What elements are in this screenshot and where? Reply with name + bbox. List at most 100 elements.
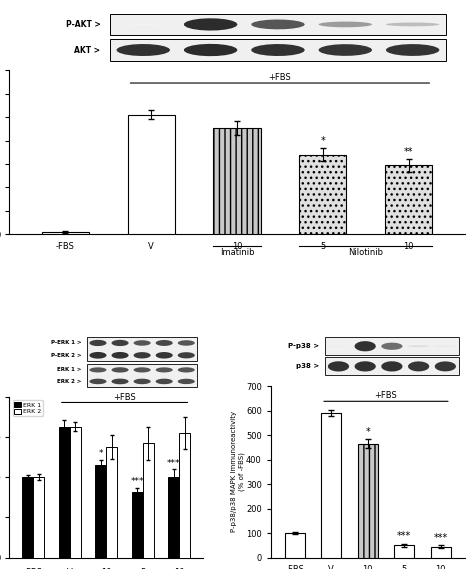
Bar — [106, 447, 117, 558]
Bar — [168, 477, 179, 558]
Bar — [358, 444, 378, 558]
Text: 10: 10 — [174, 568, 184, 569]
Polygon shape — [178, 368, 195, 373]
Polygon shape — [178, 340, 195, 346]
Polygon shape — [184, 44, 237, 56]
Text: ***: *** — [167, 459, 181, 468]
Polygon shape — [408, 361, 429, 372]
Bar — [87, 364, 197, 387]
Text: P-p38 >: P-p38 > — [288, 343, 319, 349]
Text: +FBS: +FBS — [113, 393, 136, 402]
Text: 10: 10 — [101, 568, 111, 569]
Bar — [95, 465, 106, 558]
Polygon shape — [435, 345, 456, 347]
Text: P-AKT >: P-AKT > — [66, 20, 100, 29]
Polygon shape — [90, 352, 107, 358]
Polygon shape — [111, 367, 128, 373]
Bar — [385, 165, 432, 234]
Polygon shape — [328, 361, 349, 372]
Text: Nilotinib: Nilotinib — [348, 248, 383, 257]
Polygon shape — [251, 19, 305, 30]
Bar — [325, 337, 459, 355]
Polygon shape — [155, 352, 173, 358]
Bar — [325, 357, 459, 376]
Polygon shape — [408, 345, 429, 347]
Text: ***: *** — [131, 477, 144, 486]
Bar — [109, 39, 447, 60]
Text: 5: 5 — [320, 242, 326, 251]
Polygon shape — [111, 352, 128, 358]
Text: ERK 1 >: ERK 1 > — [57, 368, 81, 372]
Polygon shape — [134, 368, 151, 373]
Text: *: * — [365, 427, 370, 437]
Text: 10: 10 — [436, 566, 446, 569]
Text: *: * — [99, 449, 103, 458]
Bar — [109, 14, 447, 35]
Text: ERK 2 >: ERK 2 > — [57, 379, 81, 384]
Polygon shape — [155, 340, 173, 346]
Text: p38 >: p38 > — [296, 364, 319, 369]
Polygon shape — [386, 23, 439, 26]
Bar — [132, 492, 143, 558]
Polygon shape — [90, 378, 107, 384]
Polygon shape — [319, 22, 372, 27]
Polygon shape — [134, 378, 151, 384]
Legend: ERK 1, ERK 2: ERK 1, ERK 2 — [13, 400, 43, 416]
Text: V: V — [67, 568, 73, 569]
Bar — [70, 427, 81, 558]
Polygon shape — [382, 361, 402, 372]
Polygon shape — [111, 378, 128, 384]
Text: +FBS: +FBS — [374, 391, 397, 400]
Text: 10: 10 — [363, 566, 373, 569]
Text: -FBS: -FBS — [24, 568, 43, 569]
Text: V: V — [148, 242, 154, 251]
Polygon shape — [355, 361, 376, 372]
Bar — [284, 533, 305, 558]
Polygon shape — [386, 44, 439, 56]
Polygon shape — [178, 352, 195, 358]
Polygon shape — [111, 340, 128, 346]
Polygon shape — [155, 368, 173, 373]
Polygon shape — [117, 44, 170, 56]
Text: ***: *** — [434, 533, 448, 543]
Text: 10: 10 — [232, 242, 242, 251]
Y-axis label: P-p38/p38 MAPK Immunoreactivity
(% of -FBS): P-p38/p38 MAPK Immunoreactivity (% of -F… — [231, 411, 245, 533]
Bar — [22, 477, 33, 558]
Text: P-ERK 2 >: P-ERK 2 > — [51, 353, 81, 358]
Text: 5: 5 — [140, 568, 146, 569]
Bar — [321, 413, 341, 558]
Polygon shape — [155, 378, 173, 384]
Bar — [33, 477, 44, 558]
Text: **: ** — [404, 147, 413, 156]
Bar — [394, 545, 414, 558]
Polygon shape — [90, 340, 107, 346]
Bar — [179, 433, 191, 558]
Polygon shape — [251, 44, 305, 56]
Polygon shape — [134, 340, 151, 346]
Text: V: V — [328, 566, 334, 569]
Polygon shape — [134, 352, 151, 358]
Polygon shape — [435, 361, 456, 372]
Text: P-ERK 1 >: P-ERK 1 > — [51, 340, 81, 345]
Polygon shape — [382, 343, 402, 350]
Bar — [128, 115, 175, 234]
Polygon shape — [319, 44, 372, 56]
Bar — [42, 232, 89, 234]
Bar — [213, 127, 261, 234]
Bar — [299, 155, 346, 234]
Bar — [59, 427, 70, 558]
Polygon shape — [178, 379, 195, 384]
Text: AKT >: AKT > — [74, 46, 100, 55]
Bar — [87, 337, 197, 361]
Text: +FBS: +FBS — [269, 73, 292, 83]
Text: -FBS: -FBS — [285, 566, 304, 569]
Text: ***: *** — [397, 531, 411, 542]
Polygon shape — [328, 346, 349, 347]
Text: Imatinib: Imatinib — [220, 248, 254, 257]
Text: -FBS: -FBS — [56, 242, 75, 251]
Bar — [143, 443, 154, 558]
Polygon shape — [90, 368, 107, 373]
Text: *: * — [320, 136, 325, 146]
Bar — [431, 547, 451, 558]
Polygon shape — [184, 18, 237, 31]
